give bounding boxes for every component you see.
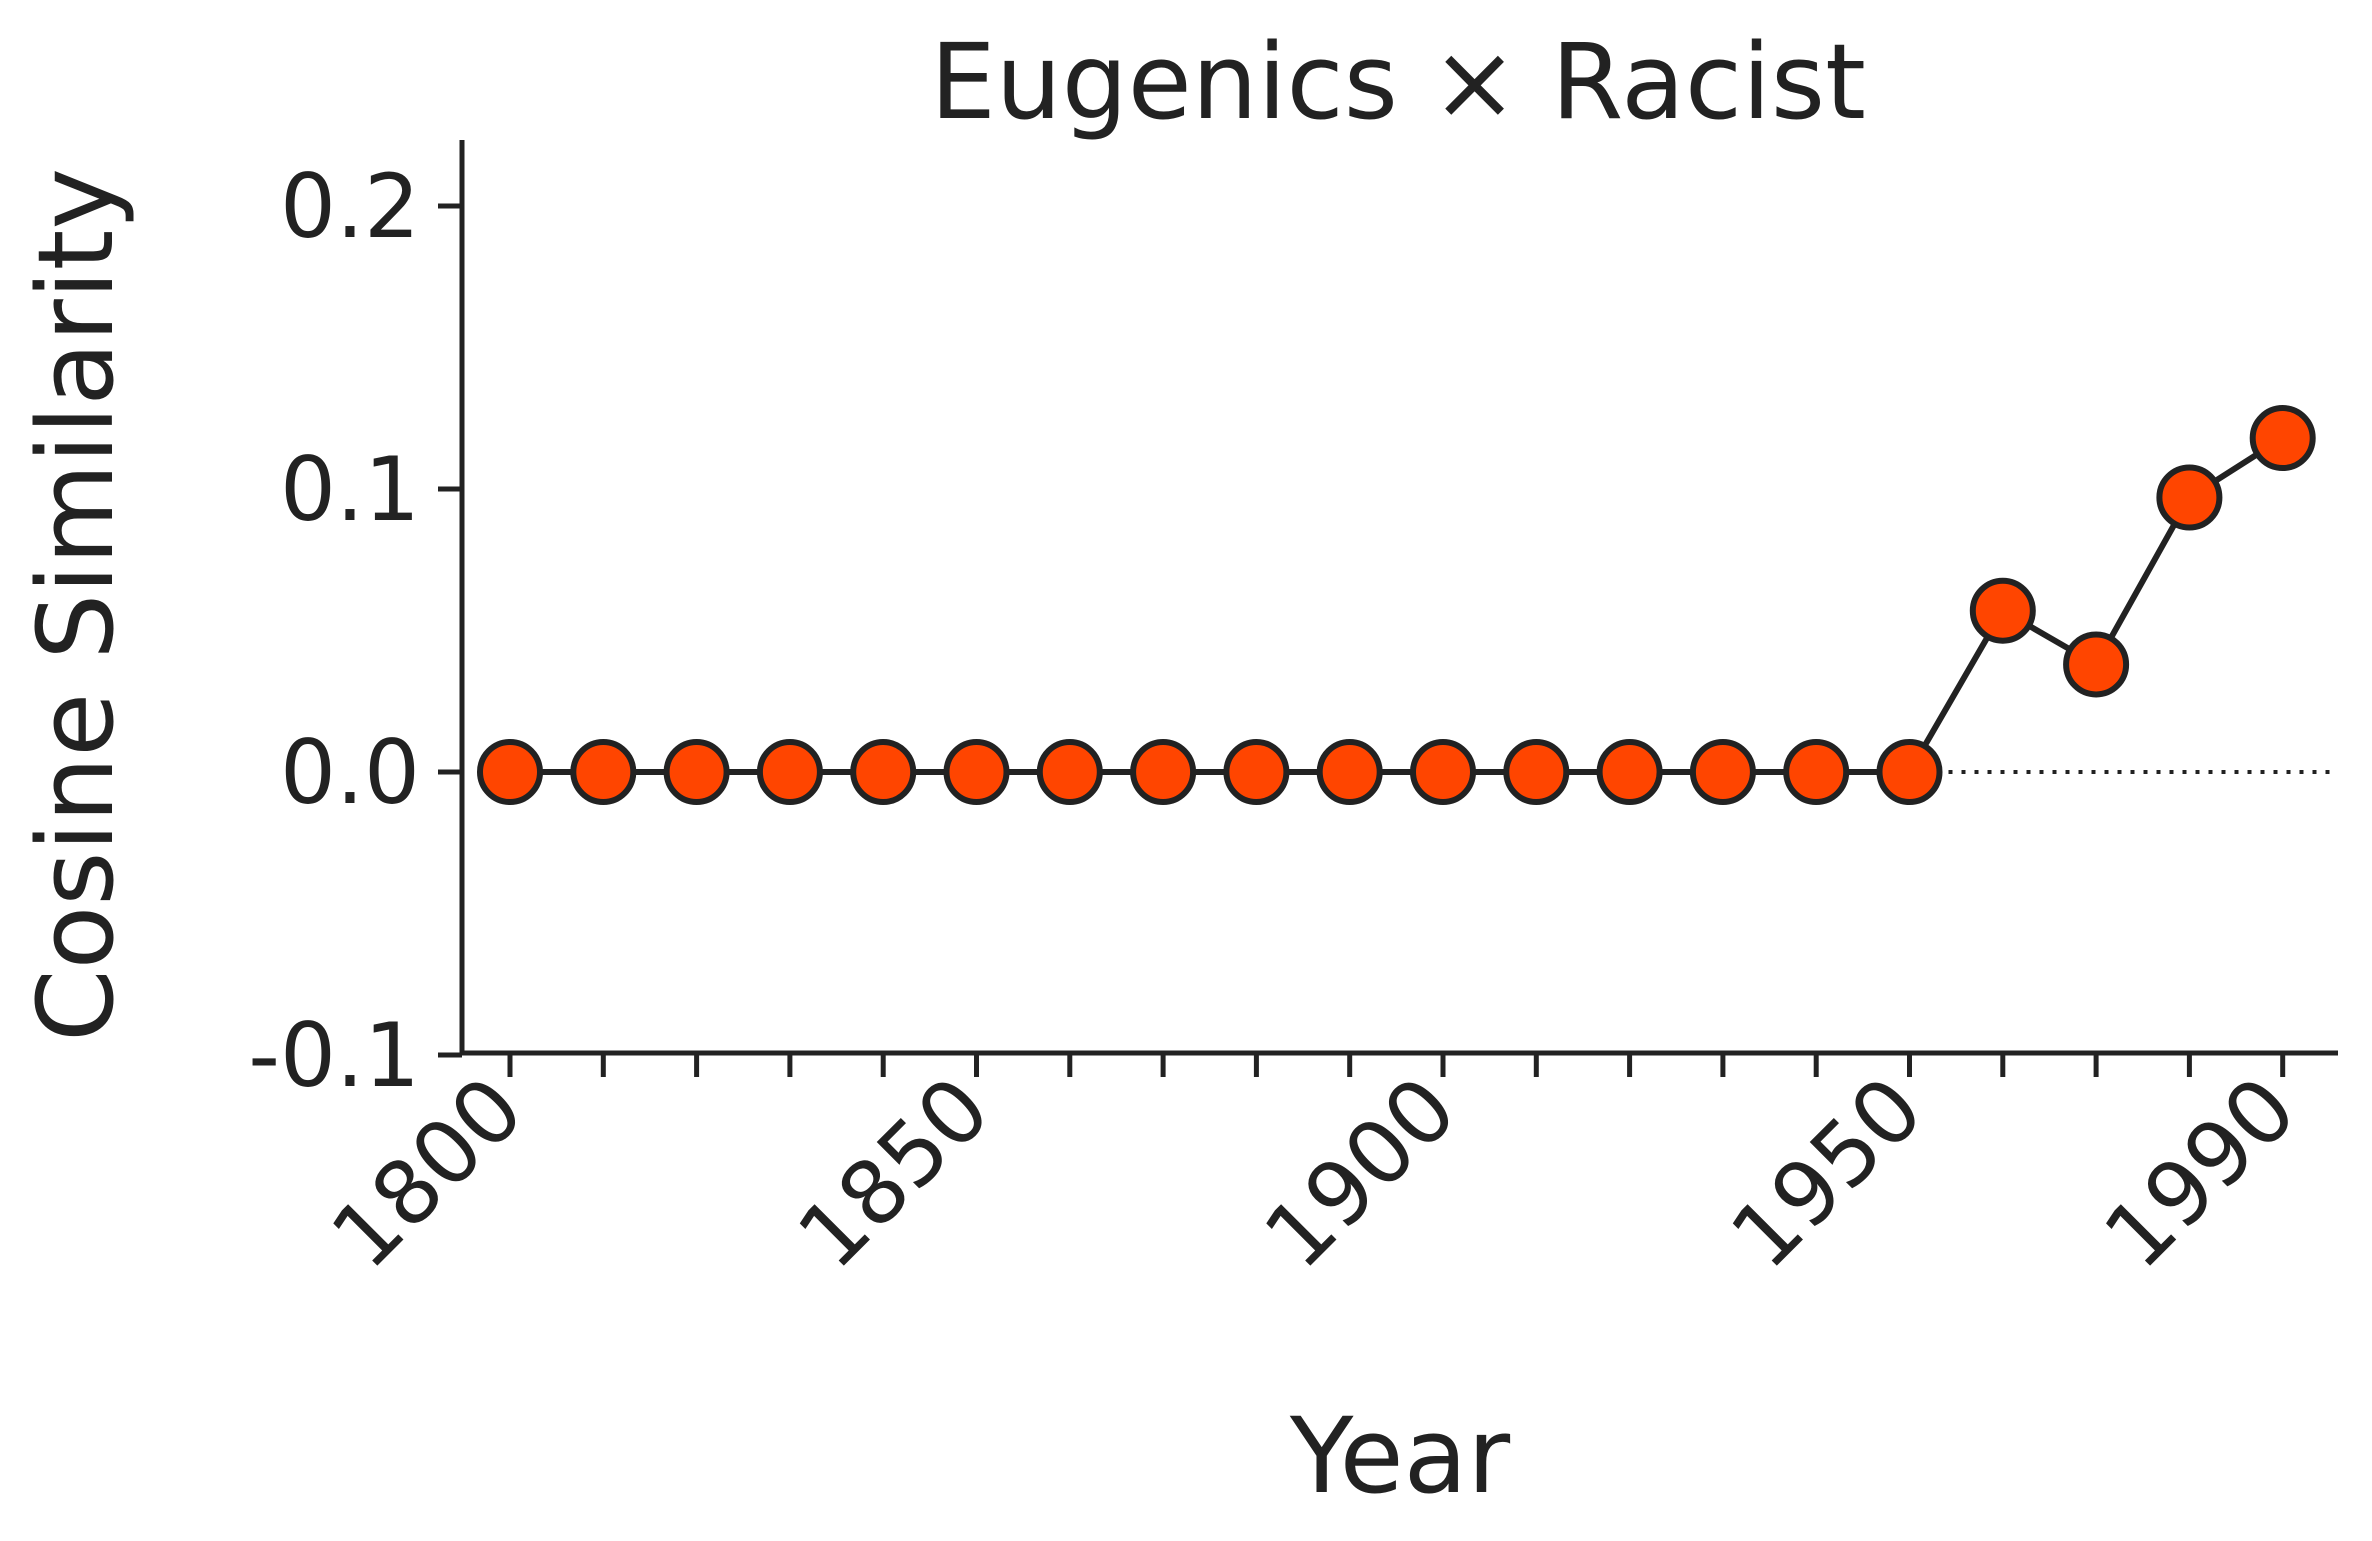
y-tick-label: 0.0 <box>280 721 420 824</box>
data-point <box>570 739 637 805</box>
data-point <box>2063 631 2130 698</box>
x-tick-label: 1950 <box>1711 1057 1942 1288</box>
chart-title: Eugenics × Racist <box>930 21 1866 143</box>
data-point <box>1969 577 2036 644</box>
data-point <box>943 739 1010 805</box>
y-tick-label: 0.1 <box>280 438 420 541</box>
data-point <box>1503 739 1570 805</box>
data-point <box>850 739 917 805</box>
data-point <box>2156 464 2223 531</box>
data-point <box>1036 739 1103 805</box>
x-tick-label: 1990 <box>2084 1057 2315 1288</box>
x-tick-label: 1900 <box>1245 1057 1476 1288</box>
data-point <box>2249 405 2316 472</box>
y-tick-label: -0.1 <box>248 1004 420 1107</box>
data-point <box>477 739 543 805</box>
y-axis-label: Cosine Similarity <box>15 168 137 1042</box>
data-point <box>756 739 823 805</box>
data-point <box>1410 739 1476 805</box>
y-tick-label: 0.2 <box>280 155 420 258</box>
data-point <box>1316 739 1383 805</box>
data-point <box>1689 739 1756 805</box>
data-point <box>1596 739 1663 805</box>
x-axis-label: Year <box>1289 1395 1510 1517</box>
x-tick-label: 1850 <box>778 1057 1009 1288</box>
data-point <box>1223 739 1290 805</box>
data-point <box>1783 739 1850 805</box>
data-point <box>1130 739 1197 805</box>
data-point <box>1876 739 1943 805</box>
data-point <box>663 739 730 805</box>
